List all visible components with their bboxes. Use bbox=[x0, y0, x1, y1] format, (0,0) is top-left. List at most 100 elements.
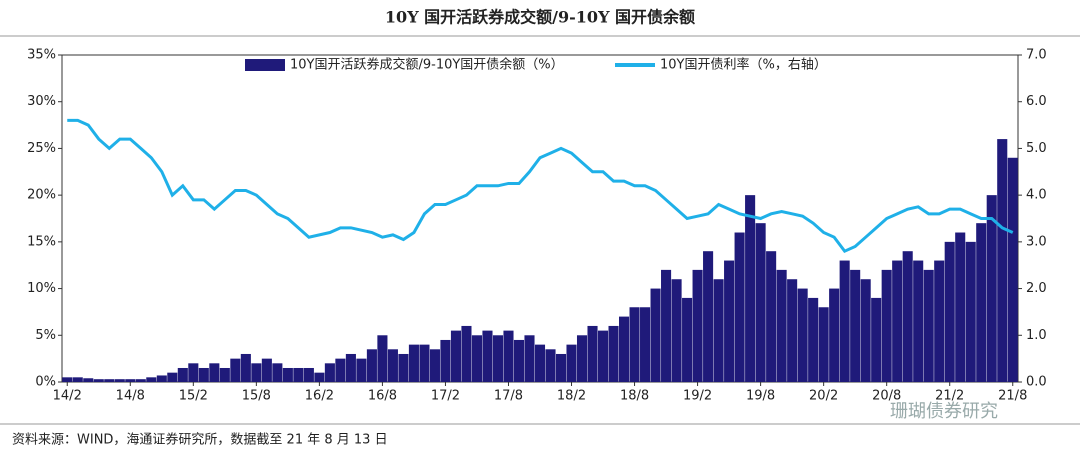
y-tick-label: 35% bbox=[27, 48, 56, 63]
bar bbox=[724, 260, 735, 382]
line-series bbox=[67, 118, 1014, 254]
bar bbox=[923, 269, 934, 382]
bar bbox=[976, 223, 987, 382]
bar bbox=[944, 241, 955, 382]
x-tick-label: 19/8 bbox=[746, 389, 775, 404]
bar bbox=[146, 377, 157, 382]
bar bbox=[251, 363, 262, 382]
bar bbox=[167, 372, 178, 382]
bar bbox=[356, 358, 367, 382]
bar bbox=[965, 241, 976, 382]
bar bbox=[640, 307, 651, 382]
y-tick-label: 30% bbox=[27, 94, 56, 109]
bar bbox=[734, 232, 745, 382]
bar bbox=[576, 335, 588, 382]
y2-tick-label: 4.0 bbox=[1026, 188, 1047, 203]
bar bbox=[566, 344, 577, 382]
bar bbox=[387, 349, 398, 382]
bar bbox=[324, 363, 335, 382]
y2-tick-label: 0.0 bbox=[1026, 375, 1047, 390]
bar bbox=[513, 339, 525, 382]
x-tick-label: 16/8 bbox=[368, 389, 397, 404]
bar bbox=[104, 379, 115, 382]
bar bbox=[682, 297, 693, 382]
legend-label: 10Y国开债利率（%，右轴） bbox=[660, 57, 827, 73]
bar bbox=[713, 279, 724, 382]
bar bbox=[345, 353, 356, 382]
bar bbox=[503, 330, 514, 382]
x-tick-label: 14/8 bbox=[116, 389, 145, 404]
x-tick-label: 20/2 bbox=[809, 389, 838, 404]
bar bbox=[671, 279, 682, 382]
bar bbox=[125, 379, 136, 382]
x-tick-label: 18/8 bbox=[620, 389, 649, 404]
legend-label: 10Y国开活跃券成交额/9-10Y国开债余额（%） bbox=[290, 57, 564, 73]
bar bbox=[198, 367, 209, 382]
bar bbox=[871, 297, 882, 382]
bar bbox=[881, 269, 892, 382]
y2-tick-label: 3.0 bbox=[1026, 234, 1047, 249]
bar bbox=[776, 269, 787, 382]
chart-title: 10Y 国开活跃券成交额/9-10Y 国开债余额 bbox=[385, 8, 695, 27]
x-tick-label: 20/8 bbox=[872, 389, 901, 404]
y-tick-label: 25% bbox=[27, 141, 56, 156]
bar bbox=[902, 251, 913, 382]
bar bbox=[955, 232, 966, 382]
bar bbox=[755, 223, 766, 382]
bar bbox=[272, 363, 283, 382]
bar bbox=[545, 349, 556, 382]
legend-swatch bbox=[245, 59, 285, 71]
bar bbox=[587, 325, 598, 382]
bar bbox=[608, 325, 619, 382]
bar bbox=[209, 363, 220, 382]
bar bbox=[335, 358, 346, 382]
bar bbox=[450, 330, 461, 382]
bar bbox=[787, 279, 798, 382]
x-tick-label: 17/8 bbox=[494, 389, 523, 404]
bar bbox=[661, 269, 672, 382]
bar bbox=[797, 288, 808, 382]
bar bbox=[913, 260, 924, 382]
bar bbox=[188, 363, 199, 382]
bar bbox=[745, 195, 756, 382]
x-tick-label: 15/8 bbox=[242, 389, 271, 404]
bar bbox=[860, 279, 871, 382]
bar bbox=[83, 378, 94, 382]
x-tick-label: 19/2 bbox=[683, 389, 712, 404]
x-tick-label: 14/2 bbox=[53, 389, 82, 404]
bar bbox=[429, 349, 440, 382]
bar bbox=[850, 269, 861, 382]
bar bbox=[534, 344, 546, 382]
bar bbox=[492, 335, 504, 382]
bar bbox=[818, 307, 829, 382]
bar bbox=[240, 353, 251, 382]
bar bbox=[619, 316, 630, 382]
bar bbox=[650, 288, 661, 382]
bar bbox=[597, 330, 609, 382]
bar bbox=[440, 339, 451, 382]
watermark: 珊瑚债券研究 bbox=[890, 401, 998, 422]
bar bbox=[524, 335, 535, 382]
y2-tick-label: 5.0 bbox=[1026, 141, 1047, 156]
bar bbox=[997, 139, 1008, 382]
y-tick-label: 15% bbox=[27, 234, 56, 249]
bar bbox=[419, 344, 430, 382]
bar bbox=[892, 260, 903, 382]
bar bbox=[177, 367, 188, 382]
bar bbox=[766, 251, 777, 382]
bar bbox=[692, 269, 703, 382]
bar bbox=[839, 260, 850, 382]
bar bbox=[72, 377, 83, 382]
bar bbox=[303, 367, 314, 382]
bar bbox=[135, 379, 146, 382]
bar bbox=[461, 325, 472, 382]
bar bbox=[314, 372, 325, 382]
bar bbox=[482, 330, 493, 382]
bar bbox=[377, 335, 388, 382]
bar bbox=[293, 367, 304, 382]
bar bbox=[934, 260, 945, 382]
bar bbox=[398, 353, 409, 382]
bar bbox=[366, 349, 377, 382]
y-tick-label: 10% bbox=[27, 281, 56, 296]
